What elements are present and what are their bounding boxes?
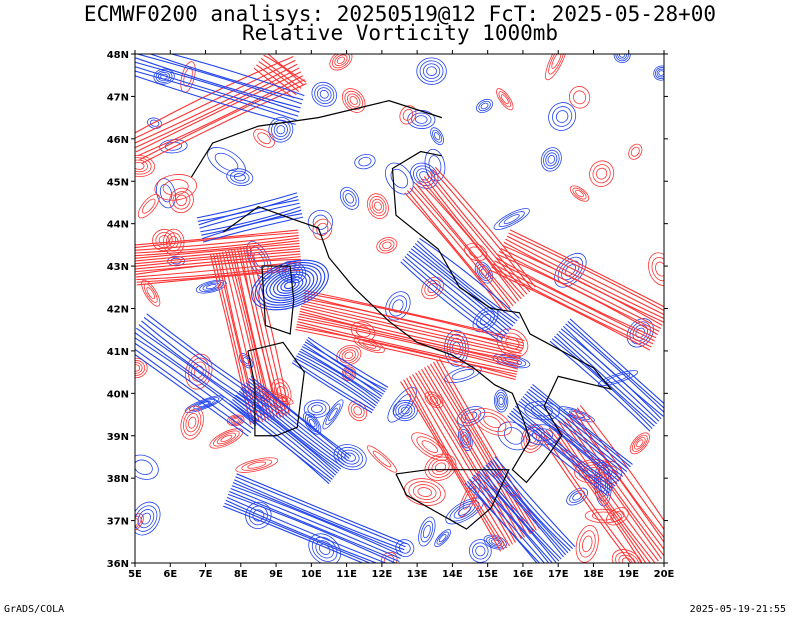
axis-ticks xyxy=(131,50,668,567)
lon-label: 12E xyxy=(371,569,392,580)
lat-label: 37N xyxy=(107,517,129,528)
title-line-1: ECMWF0200 analisys: 20250519@12 FcT: 202… xyxy=(83,2,717,26)
lon-label: 17E xyxy=(548,569,569,580)
lon-label: 6E xyxy=(163,569,177,580)
lat-label: 48N xyxy=(107,50,129,61)
lat-label: 36N xyxy=(107,559,129,570)
lon-label: 7E xyxy=(199,569,213,580)
footer-timestamp: 2025-05-19-21:55 xyxy=(689,604,786,615)
lat-label: 47N xyxy=(107,92,129,103)
lat-label: 45N xyxy=(107,177,129,188)
lon-label: 11E xyxy=(336,569,357,580)
latitude-labels: 36N 37N 38N 39N 40N 41N 42N 43N 44N 45N 46N 47N 48N xyxy=(107,50,129,570)
lat-label: 43N xyxy=(107,262,129,273)
lat-label: 38N xyxy=(107,474,129,485)
lon-label: 10E xyxy=(301,569,322,580)
lon-label: 20E xyxy=(654,569,675,580)
lon-label: 15E xyxy=(477,569,498,580)
lon-label: 19E xyxy=(618,569,639,580)
lon-label: 8E xyxy=(234,569,248,580)
coastline xyxy=(190,100,613,530)
lat-label: 40N xyxy=(107,389,129,400)
lat-label: 46N xyxy=(107,135,129,146)
lon-label: 9E xyxy=(269,569,283,580)
lon-label: 18E xyxy=(583,569,604,580)
footer-software-label: GrADS/COLA xyxy=(4,604,65,615)
longitude-labels: 5E 6E 7E 8E 9E 10E 11E 12E 13E 14E 15E 16E 17E 18E 19E… xyxy=(128,569,674,580)
lon-label: 5E xyxy=(128,569,142,580)
lat-label: 39N xyxy=(107,432,129,443)
lon-label: 16E xyxy=(513,569,534,580)
contour-field xyxy=(135,54,664,563)
lat-label: 42N xyxy=(107,305,129,316)
lat-label: 41N xyxy=(107,347,129,358)
lon-label: 14E xyxy=(442,569,463,580)
lon-label: 13E xyxy=(407,569,428,580)
title-line-2: Relative Vorticity 1000mb xyxy=(241,21,559,45)
lat-label: 44N xyxy=(107,220,129,231)
